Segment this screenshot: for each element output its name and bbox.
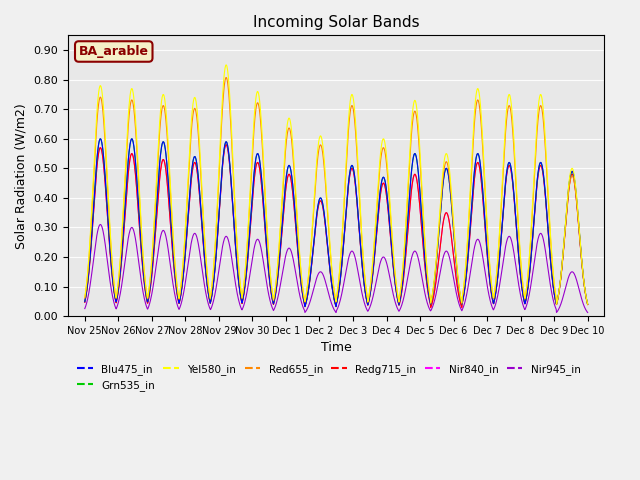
X-axis label: Time: Time: [321, 341, 351, 354]
Y-axis label: Solar Radiation (W/m2): Solar Radiation (W/m2): [15, 103, 28, 249]
Title: Incoming Solar Bands: Incoming Solar Bands: [253, 15, 420, 30]
Text: BA_arable: BA_arable: [79, 45, 148, 58]
Legend: Blu475_in, Grn535_in, Yel580_in, Red655_in, Redg715_in, Nir840_in, Nir945_in: Blu475_in, Grn535_in, Yel580_in, Red655_…: [73, 360, 584, 395]
